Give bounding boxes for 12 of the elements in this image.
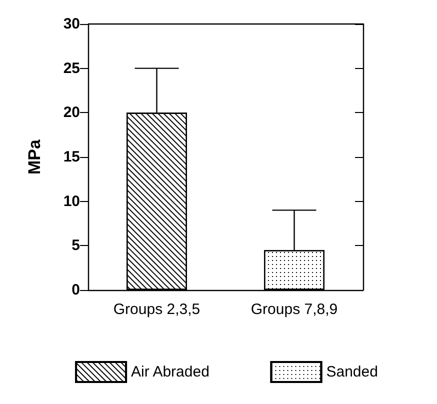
y-tick-label: 30 (63, 16, 80, 32)
y-tick-label: 10 (63, 192, 80, 210)
legend-label: Sanded (326, 364, 378, 380)
x-tick-label: Groups 7,8,9 (250, 301, 338, 318)
y-axis-title: MPa (25, 138, 44, 174)
y-tick-label: 0 (72, 282, 80, 298)
y-tick-label: 25 (63, 60, 80, 77)
legend-label: Air Abraded (131, 364, 210, 380)
y-tick-label: 15 (63, 148, 80, 166)
x-tick-label: Groups 2,3,5 (113, 301, 200, 318)
y-tick-label: 5 (72, 237, 80, 254)
y-tick-label: 20 (63, 104, 80, 122)
